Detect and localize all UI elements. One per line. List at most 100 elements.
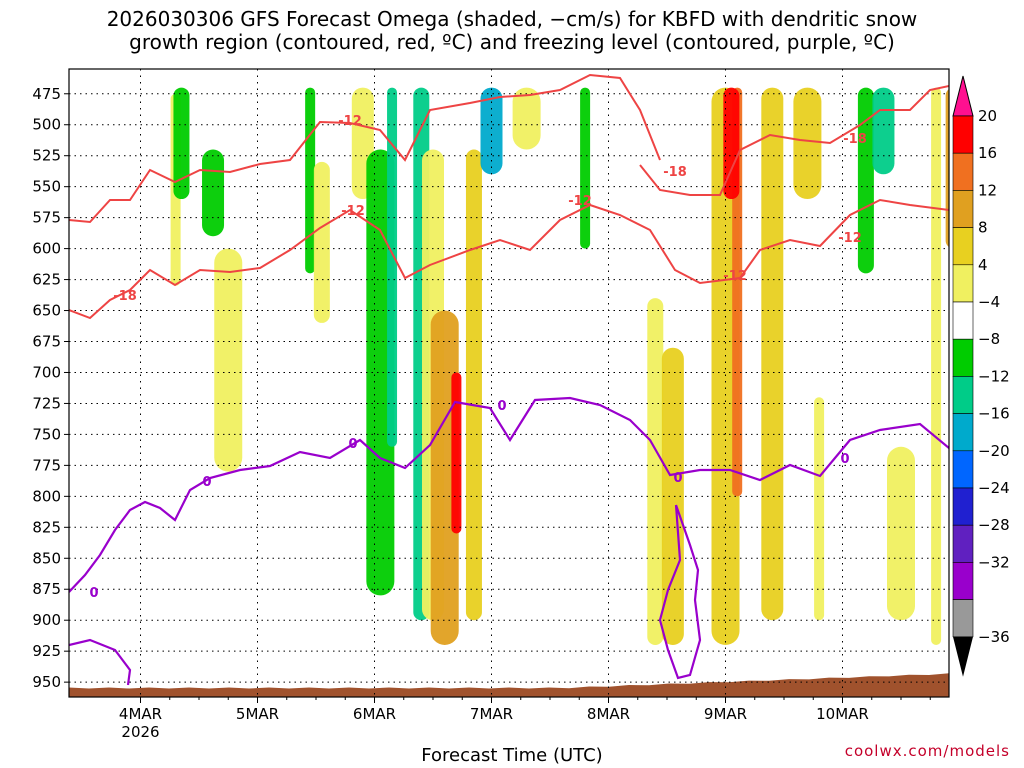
omega-shade-region bbox=[214, 248, 243, 472]
omega-shade-region bbox=[647, 298, 664, 645]
omega-shade-region bbox=[931, 87, 942, 645]
colorbar-label: −20 bbox=[978, 442, 1010, 460]
chart-title-line-2: growth region (contoured, red, ºC) and f… bbox=[129, 30, 895, 54]
y-tick-label: 675 bbox=[32, 333, 61, 351]
terrain-band bbox=[69, 673, 949, 697]
x-tick-label: 6MAR bbox=[353, 705, 396, 723]
colorbar-segment bbox=[952, 376, 974, 414]
colorbar-segment bbox=[952, 115, 974, 154]
dgz-contour-line bbox=[639, 85, 949, 196]
colorbar-label: −24 bbox=[978, 479, 1010, 497]
freezing-level-contour-line bbox=[69, 638, 132, 686]
colorbar-segment bbox=[952, 227, 974, 266]
colorbar-segment bbox=[952, 562, 974, 600]
colorbar-segment bbox=[952, 450, 974, 489]
colorbar-segment bbox=[952, 524, 974, 563]
omega-shade-region bbox=[313, 161, 330, 323]
y-tick-label: 500 bbox=[32, 116, 61, 134]
freezing-level-contour-line bbox=[658, 504, 702, 680]
colorbar-label: −36 bbox=[978, 628, 1010, 646]
y-tick-label: 900 bbox=[32, 611, 61, 629]
dgz-contour-line bbox=[69, 73, 661, 224]
x-tick-label: 5MAR bbox=[236, 705, 279, 723]
omega-shade-region bbox=[512, 87, 541, 150]
omega-shade-region bbox=[761, 87, 784, 621]
colorbar-segment bbox=[952, 338, 974, 377]
x-tick-label: 9MAR bbox=[704, 705, 747, 723]
colorbar-segment bbox=[952, 301, 974, 340]
colorbar-segment bbox=[952, 190, 974, 228]
dgz-contour-label: -12 bbox=[838, 231, 862, 246]
colorbar-label: −32 bbox=[978, 553, 1010, 571]
freezing-level-label: 0 bbox=[673, 471, 682, 486]
dgz-contour-label: -12 bbox=[338, 114, 362, 129]
y-tick-label: 950 bbox=[32, 673, 61, 691]
contours bbox=[69, 73, 949, 686]
freezing-level-label: 0 bbox=[202, 475, 211, 490]
x-axis-label: Forecast Time (UTC) bbox=[421, 745, 603, 766]
credit-text: coolwx.com/models bbox=[844, 742, 1010, 760]
omega-shade-region bbox=[723, 87, 740, 200]
colorbar-label: −4 bbox=[978, 293, 1000, 311]
x-tick-label: 8MAR bbox=[587, 705, 630, 723]
omega-shade-region bbox=[480, 87, 503, 175]
omega-shade-region bbox=[872, 87, 895, 175]
omega-shade-region bbox=[465, 149, 482, 621]
chart-title-line-1: 2026030306 GFS Forecast Omega (shaded, −… bbox=[106, 7, 918, 31]
colorbar-top-arrow bbox=[952, 75, 974, 117]
omega-shade-region bbox=[451, 372, 462, 534]
omega-shade-region bbox=[387, 87, 398, 447]
omega-shade-region bbox=[173, 87, 190, 200]
y-tick-label: 850 bbox=[32, 549, 61, 567]
y-tick-label: 825 bbox=[32, 518, 61, 536]
dgz-contour-label: -12 bbox=[568, 194, 592, 209]
y-tick-label: 775 bbox=[32, 456, 61, 474]
omega-shade-region bbox=[887, 446, 915, 621]
y-tick-label: 750 bbox=[32, 425, 61, 443]
omega-shade-region bbox=[793, 87, 822, 200]
colorbar-label: 8 bbox=[978, 219, 988, 237]
colorbar-label: 4 bbox=[978, 256, 988, 274]
dgz-contour-label: -12 bbox=[341, 204, 365, 219]
y-tick-label: 650 bbox=[32, 302, 61, 320]
x-tick-label: 4MAR bbox=[119, 705, 162, 723]
y-tick-label: 475 bbox=[32, 85, 61, 103]
x-tick-label: 7MAR bbox=[470, 705, 513, 723]
freezing-level-label: 0 bbox=[348, 437, 357, 452]
colorbar: 20 16 12 8 4 −4 −8 −12 −16 −20 −24 −28 −32 −36 bbox=[952, 75, 1010, 677]
colorbar-label: −12 bbox=[978, 367, 1010, 385]
x-tick-sublabel: 2026 bbox=[121, 723, 159, 741]
dgz-contour-label: -12 bbox=[723, 269, 747, 284]
omega-shade-region bbox=[580, 87, 591, 249]
colorbar-segment bbox=[952, 487, 974, 526]
dgz-contour-label: -18 bbox=[113, 289, 137, 304]
y-tick-label: 800 bbox=[32, 487, 61, 505]
omega-shade-region bbox=[814, 397, 825, 621]
colorbar-segment bbox=[952, 413, 974, 452]
dgz-contour-label: -18 bbox=[843, 132, 867, 147]
freezing-level-contour-line bbox=[69, 396, 949, 593]
colorbar-label: −28 bbox=[978, 516, 1010, 534]
colorbar-label: −8 bbox=[978, 330, 1000, 348]
omega-shade-region bbox=[661, 347, 684, 645]
y-tick-label: 575 bbox=[32, 209, 61, 227]
y-tick-label: 875 bbox=[32, 580, 61, 598]
colorbar-segment bbox=[952, 599, 974, 638]
colorbar-label: 20 bbox=[978, 107, 997, 125]
y-tick-label: 700 bbox=[32, 363, 61, 381]
y-axis: 475 500 525 550 575 600 625 650 675 700 725 750 775 8… bbox=[32, 85, 69, 691]
y-tick-label: 525 bbox=[32, 147, 61, 165]
omega-shading bbox=[170, 87, 949, 645]
y-tick-label: 725 bbox=[32, 394, 61, 412]
contour-labels: -18 -12 -12 -12 -18 -12 -18 -12 0 0 0 0 0 0 bbox=[89, 114, 866, 601]
freezing-level-label: 0 bbox=[840, 452, 849, 467]
grid bbox=[69, 69, 949, 697]
omega-shade-region bbox=[945, 89, 949, 248]
colorbar-segment bbox=[952, 152, 974, 191]
omega-shade-region bbox=[305, 87, 316, 274]
y-tick-label: 625 bbox=[32, 271, 61, 289]
colorbar-label: 16 bbox=[978, 144, 997, 162]
omega-shade-region bbox=[202, 149, 225, 237]
y-tick-label: 550 bbox=[32, 178, 61, 196]
